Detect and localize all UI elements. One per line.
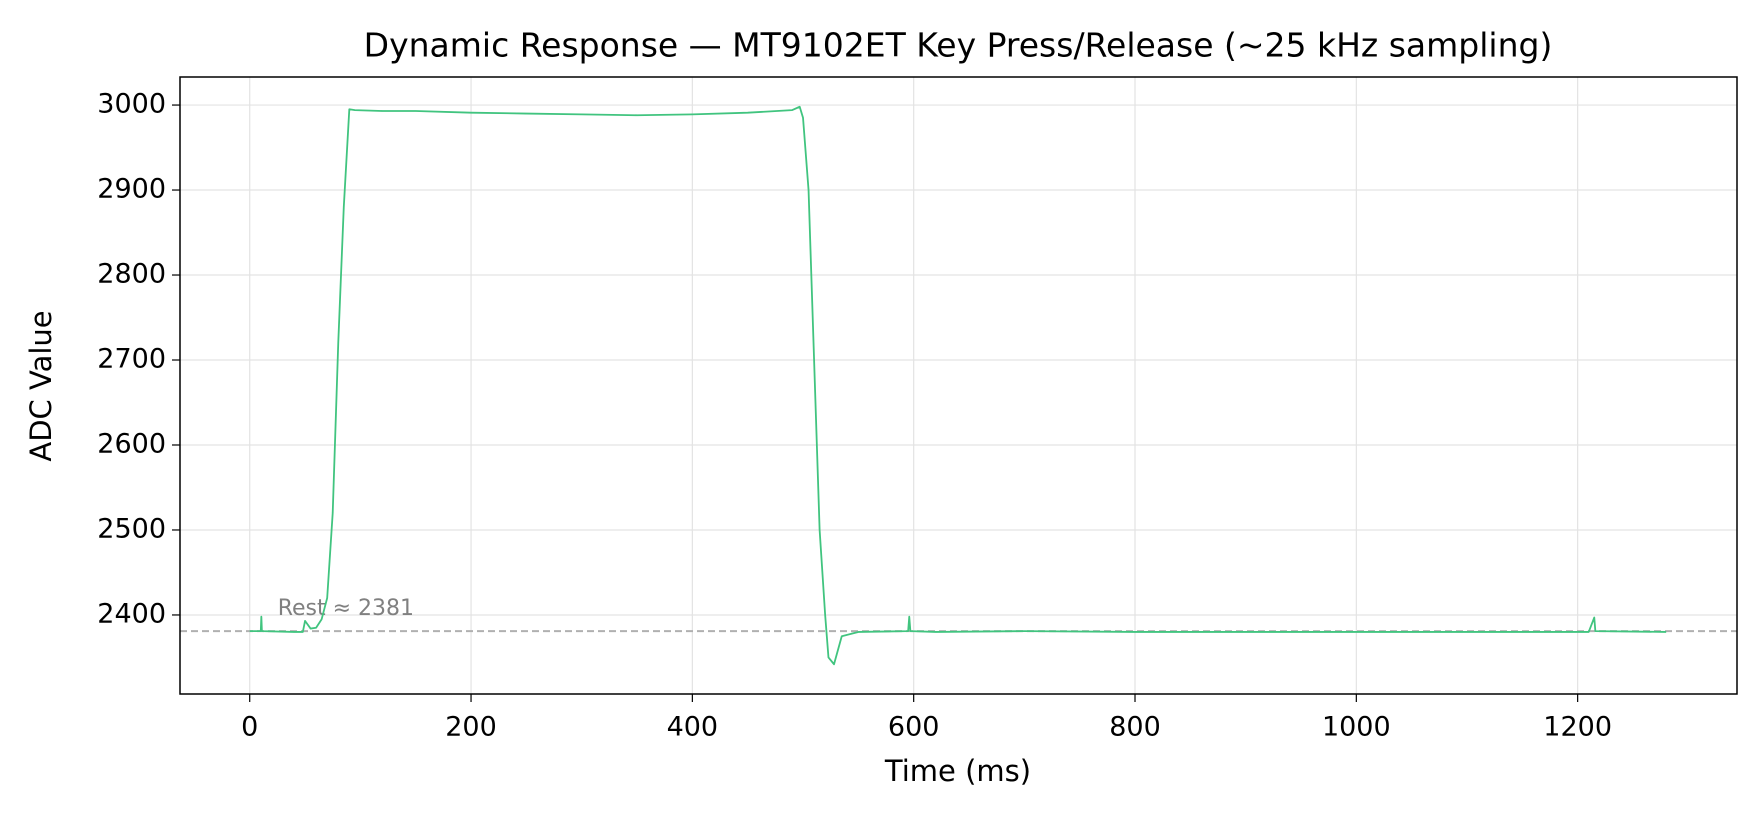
y-tick-label: 2700 xyxy=(97,344,166,375)
y-tick-label: 2400 xyxy=(97,598,166,629)
x-axis-label: Time (ms) xyxy=(884,754,1031,788)
x-tick-label: 200 xyxy=(445,712,497,743)
y-tick-label: 2800 xyxy=(97,259,166,290)
chart-title: Dynamic Response — MT9102ET Key Press/Re… xyxy=(364,26,1553,65)
y-tick-label: 3000 xyxy=(97,89,166,120)
data-line xyxy=(249,105,1667,666)
plot-frame xyxy=(179,76,1738,695)
y-axis-label: ADC Value xyxy=(24,310,58,461)
x-tick-label: 1200 xyxy=(1543,712,1612,743)
y-tick-label: 2600 xyxy=(97,428,166,459)
y-tick-label: 2900 xyxy=(97,174,166,205)
annotation: Rest ≈ 2381 xyxy=(278,596,414,621)
x-tick-label: 800 xyxy=(1109,712,1161,743)
x-tick-label: 0 xyxy=(241,712,258,743)
y-tick-label: 2500 xyxy=(97,513,166,544)
x-tick-label: 1000 xyxy=(1322,712,1391,743)
x-tick-label: 400 xyxy=(667,712,719,743)
x-tick-label: 600 xyxy=(888,712,940,743)
